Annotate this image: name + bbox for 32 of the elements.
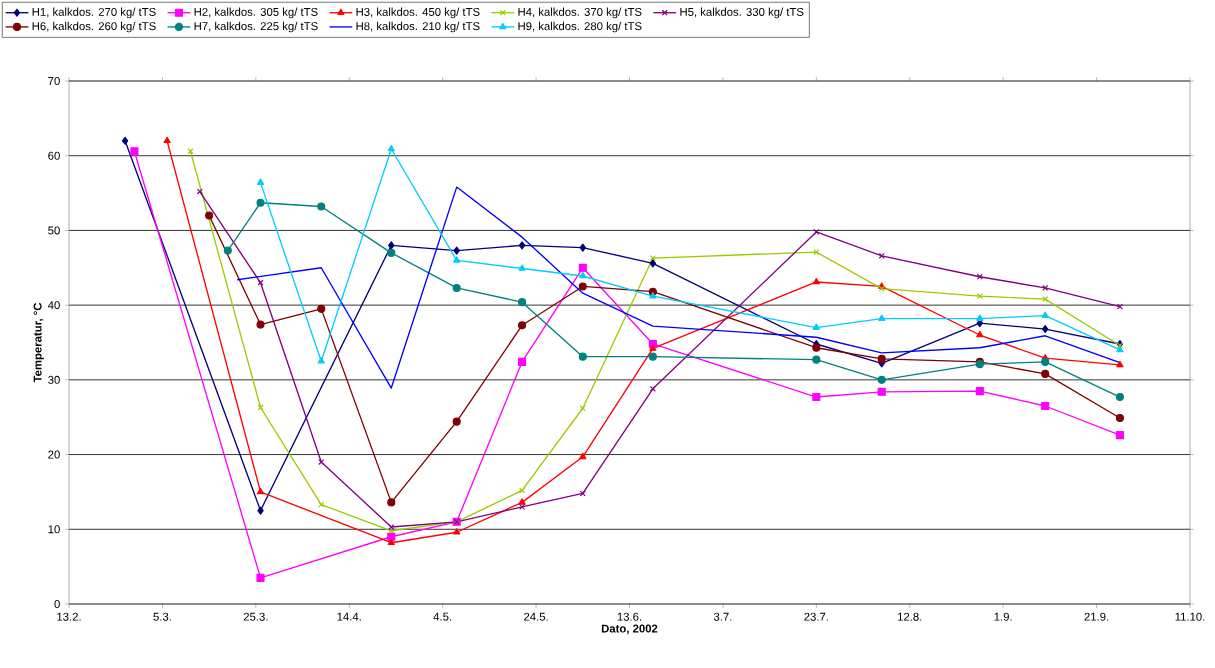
x-axis-title: Dato, 2002	[601, 624, 658, 635]
x-tick-label: 21.9.	[1084, 612, 1109, 621]
legend-label: H9, kalkdos. 280 kg/ tTS	[518, 21, 642, 33]
legend-label: H4, kalkdos. 370 kg/ tTS	[518, 7, 642, 19]
y-tick-label: 10	[48, 525, 60, 534]
x-tick-label: 3.7.	[713, 612, 732, 621]
x-tick-label: 13.2.	[57, 612, 81, 621]
x-tick-label: 14.4.	[337, 612, 361, 621]
y-tick-label: 60	[48, 151, 60, 160]
y-axis-title: Temperatur, °C	[33, 302, 44, 383]
y-tick-label: 0	[54, 599, 60, 608]
x-tick-label: 25.3.	[243, 612, 268, 621]
x-tick-label: 24.5.	[524, 612, 548, 621]
y-tick-label: 70	[48, 77, 60, 86]
legend-label: H1, kalkdos. 270 kg/ tTS	[32, 7, 156, 19]
y-tick-label: 20	[48, 450, 60, 459]
x-tick-label: 4.5.	[433, 612, 452, 621]
x-tick-label: 1.9.	[994, 612, 1012, 621]
legend-label: H5, kalkdos. 330 kg/ tTS	[680, 7, 804, 19]
legend-label: H3, kalkdos. 450 kg/ tTS	[356, 7, 480, 19]
legend-label: H7, kalkdos. 225 kg/ tTS	[194, 21, 318, 33]
x-tick-label: 5.3.	[153, 612, 171, 621]
y-tick-label: 50	[48, 226, 60, 235]
x-tick-label: 23.7.	[804, 612, 828, 621]
legend-label: H6, kalkdos. 260 kg/ tTS	[32, 21, 156, 33]
y-tick-label: 30	[48, 375, 60, 384]
x-tick-label: 12.8.	[898, 612, 922, 621]
x-tick-label: 13.6.	[617, 612, 642, 621]
legend-label: H8, kalkdos. 210 kg/ tTS	[356, 21, 480, 33]
x-tick-label: 11.10.	[1175, 612, 1205, 621]
legend-label: H2, kalkdos. 305 kg/ tTS	[194, 7, 318, 19]
y-tick-label: 40	[47, 301, 60, 310]
